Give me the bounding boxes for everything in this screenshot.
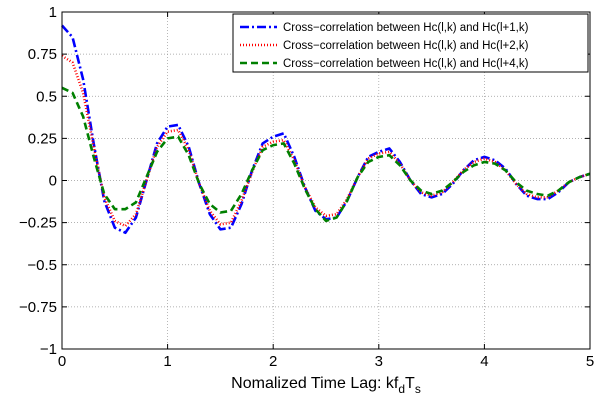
- legend: Cross−correlation between Hc(l,k) and Hc…: [232, 13, 589, 73]
- y-tick-labels: 1 0.75 0.5 0.25 0 −0.25 −0.5 −0.75 −1: [19, 4, 57, 358]
- y-tick-label: −0.75: [19, 299, 57, 316]
- y-tick-label: 0.5: [36, 88, 57, 105]
- x-axis-label-t: T: [405, 375, 415, 392]
- x-tick-label: 4: [480, 353, 488, 370]
- legend-box: [232, 13, 589, 73]
- x-tick-labels: 0 1 2 3 4 5: [58, 353, 594, 370]
- legend-label-2: Cross−correlation between Hc(l,k) and Hc…: [283, 40, 529, 52]
- grid-lines: [62, 12, 590, 349]
- series-line-2: [61, 54, 591, 228]
- tick-marks: [61, 11, 591, 350]
- series-line-3: [61, 86, 591, 223]
- x-tick-label: 2: [269, 353, 277, 370]
- x-tick-label: 1: [163, 353, 171, 370]
- x-axis-label: Nomalized Time Lag: kfdTs: [231, 375, 421, 396]
- x-axis-label-sub-s: s: [415, 382, 421, 396]
- y-tick-label: 0.25: [28, 130, 57, 147]
- y-tick-label: 0: [49, 173, 57, 190]
- x-axis-label-sub-d: d: [398, 382, 405, 396]
- y-tick-label: −1: [40, 341, 57, 358]
- legend-label-3: Cross−correlation between Hc(l,k) and Hc…: [283, 58, 529, 70]
- y-tick-label: 0.75: [28, 46, 57, 63]
- legend-label-1: Cross−correlation between Hc(l,k) and Hc…: [283, 22, 529, 34]
- x-tick-label: 5: [586, 353, 594, 370]
- series-lines: [61, 24, 591, 235]
- y-tick-label: 1: [49, 4, 57, 21]
- x-tick-label: 0: [58, 353, 66, 370]
- y-tick-label: −0.5: [27, 257, 57, 274]
- y-tick-label: −0.25: [19, 215, 57, 232]
- x-tick-label: 3: [375, 353, 383, 370]
